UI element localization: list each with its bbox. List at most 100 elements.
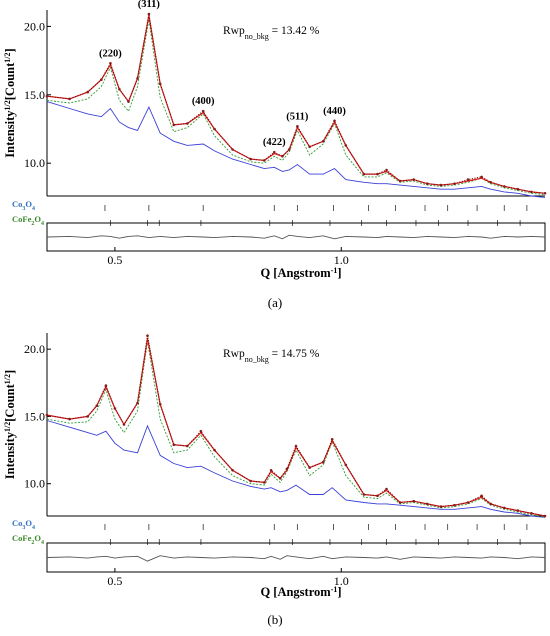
observed-point [412, 499, 416, 503]
observed-point [321, 140, 325, 143]
observed-point [296, 125, 299, 128]
observed-point [95, 404, 99, 408]
observed-point [269, 469, 273, 472]
peak-label: (422) [263, 137, 286, 148]
observed-point [489, 181, 493, 184]
observed-point [376, 172, 379, 176]
observed-point [263, 481, 266, 484]
observed-point [45, 413, 49, 417]
y-tick-label: 15.0 [24, 409, 45, 423]
observed-point [376, 494, 379, 498]
y-axis-label: Intensity1/2[Count1/2] [3, 48, 18, 157]
x-tick-label: 1.0 [334, 253, 349, 267]
x-tick-label: 1.0 [334, 574, 349, 588]
peak-label: (220) [99, 48, 122, 59]
observed-point [362, 172, 366, 176]
observed-point [45, 94, 49, 98]
x-axis-label: Q [Angstrom-1] [260, 585, 341, 600]
peak-label: (440) [323, 106, 346, 117]
observed-point [426, 502, 429, 506]
observed-point [186, 444, 189, 448]
observed-point [273, 150, 276, 154]
observed-point [516, 509, 520, 512]
observed-point [147, 12, 151, 16]
x-tick-label: 0.5 [107, 574, 122, 588]
observed-point [516, 187, 520, 191]
observed-point [480, 494, 483, 498]
observed-point [530, 190, 533, 194]
observed-point [330, 438, 334, 441]
observed-point [104, 384, 108, 387]
observed-point [172, 443, 176, 447]
series-residual-line [46, 555, 546, 562]
observed-point [136, 77, 139, 80]
y-tick-label: 10.0 [24, 156, 45, 170]
y-tick-label: 20.0 [24, 19, 45, 33]
observed-point [398, 179, 402, 183]
panel-a: 10.0 15.0 20.0 Intensity1/2[Count1/2] (220) (… [3, 0, 547, 310]
peak-label: (511) [286, 111, 309, 122]
observed-point [231, 469, 234, 472]
observed-point [68, 97, 71, 101]
phase-label: CoFe2O4 [12, 214, 44, 227]
observed-point [362, 493, 366, 496]
residual-box [46, 222, 546, 252]
series-cofe2o4-line [46, 19, 546, 196]
observed-point [113, 407, 117, 410]
series-co3o4-line [46, 101, 546, 198]
observed-point [118, 88, 121, 91]
observed-point [213, 127, 216, 131]
observed-point [453, 182, 456, 185]
phase-label: Co3O4 [12, 199, 35, 212]
series-fit-line [46, 338, 546, 517]
observed-point [199, 429, 203, 433]
panel-label: (b) [267, 612, 282, 627]
observed-point [109, 62, 112, 65]
series-co3o4-line [46, 420, 546, 518]
observed-point [201, 109, 205, 113]
observed-point [466, 178, 470, 181]
series-observed-line [46, 335, 546, 517]
observed-point [439, 505, 443, 508]
series-fit-line [46, 15, 546, 194]
series-cofe2o4-line [46, 341, 546, 518]
rwp-annotation: Rwpno_bkg = 14.75 % [223, 348, 320, 364]
series-residual-line [46, 234, 546, 240]
y-tick-label: 15.0 [24, 88, 45, 102]
observed-point [439, 183, 443, 187]
y-tick-label: 10.0 [24, 477, 45, 491]
observed-point [68, 417, 71, 421]
observed-point [412, 178, 416, 181]
observed-point [86, 415, 89, 418]
observed-point [172, 123, 176, 127]
panel-label: (a) [268, 295, 282, 310]
y-tick-label: 20.0 [24, 342, 45, 356]
y-axis-label: Intensity1/2[Count1/2] [3, 370, 18, 479]
observed-point [543, 192, 547, 195]
observed-point [530, 512, 533, 515]
observed-point [333, 119, 336, 123]
observed-point [285, 467, 289, 471]
observed-point [294, 444, 298, 448]
observed-point [122, 423, 126, 426]
observed-point [127, 100, 130, 103]
observed-point [543, 514, 547, 518]
observed-point [231, 148, 234, 151]
observed-point [344, 144, 348, 147]
x-tick-label: 0.5 [107, 253, 122, 267]
observed-point [426, 182, 429, 185]
peak-label: (400) [192, 96, 215, 107]
observed-point [308, 145, 311, 149]
observed-point [158, 82, 162, 86]
observed-point [86, 90, 89, 94]
rwp-annotation: Rwpno_bkg = 13.42 % [223, 25, 320, 41]
observed-point [385, 487, 388, 491]
observed-point [263, 159, 266, 162]
observed-point [489, 502, 493, 506]
observed-point [158, 403, 162, 406]
observed-point [287, 148, 291, 151]
observed-point [100, 78, 103, 81]
observed-point [186, 122, 189, 125]
observed-point [503, 506, 506, 510]
